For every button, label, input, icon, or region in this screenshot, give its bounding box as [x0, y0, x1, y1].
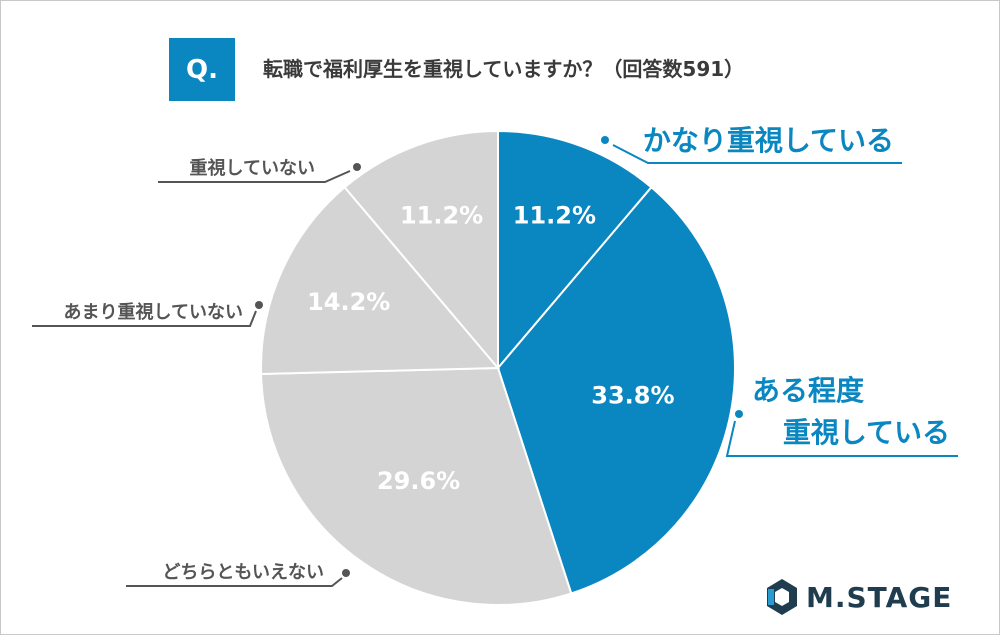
percent-label-1: 33.8% [591, 382, 674, 410]
category-label-line-2: 重視している [783, 416, 950, 449]
percent-label-4: 11.2% [400, 202, 483, 230]
callout-line [158, 170, 351, 183]
pie-slice-4 [343, 129, 499, 371]
callout-dot [601, 136, 609, 144]
callout-slice-0: かなり重視している [601, 124, 902, 164]
question-title: 転職で福利厚生を重視していますか？（回答数591） [263, 57, 745, 81]
callout-slice-2: どちらともいえない [126, 562, 350, 587]
callout-dot [255, 301, 263, 309]
hexagon-logo-inner [775, 588, 789, 606]
callout-dot [342, 569, 350, 577]
mstage-logo: M.STAGE [767, 579, 952, 615]
pie-slice-0 [497, 129, 653, 371]
pie-slice-1 [496, 185, 736, 595]
callout-line [126, 577, 343, 587]
logo-text: M.STAGE [806, 581, 952, 614]
callout-line [725, 420, 958, 457]
category-label-line-1: ある程度 [752, 374, 864, 407]
callout-slice-3: あまり重視していない [32, 301, 263, 327]
callout-line [32, 310, 257, 327]
callout-line [612, 144, 902, 164]
callout-dot [353, 163, 361, 171]
percent-label-0: 11.2% [513, 202, 596, 230]
percent-labels: 11.2% 33.8% 29.6% 14.2% 11.2% [307, 202, 674, 496]
callout-slice-1: ある程度 重視している [725, 374, 958, 457]
category-label: かなり重視している [643, 124, 894, 157]
category-label: どちらともいえない [162, 562, 324, 583]
callout-dot [735, 410, 743, 418]
pie-slices [260, 129, 736, 606]
pie-slice-3 [260, 185, 501, 375]
category-label: あまり重視していない [64, 301, 243, 323]
pie-slice-2 [260, 366, 573, 606]
question-badge: Q. [169, 38, 235, 101]
hexagon-logo-accent [768, 589, 774, 605]
percent-label-3: 14.2% [307, 288, 390, 316]
percent-label-2: 29.6% [377, 467, 460, 495]
category-label: 重視していない [190, 157, 315, 179]
callout-slice-4: 重視していない [158, 157, 361, 183]
